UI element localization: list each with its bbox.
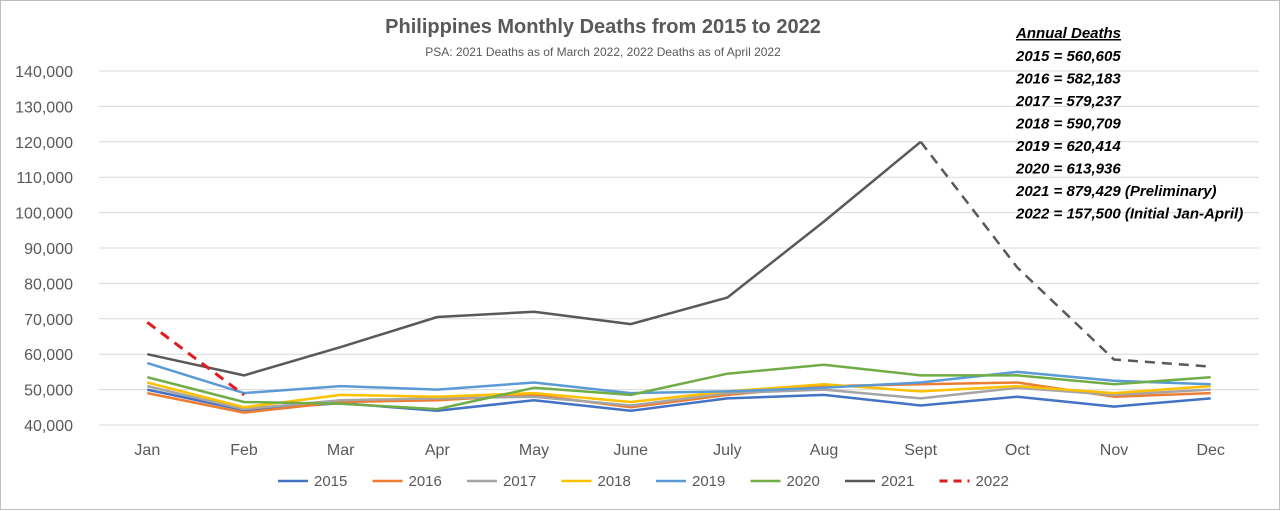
x-tick-label: July (713, 442, 741, 459)
series-2020-line (146, 363, 1211, 411)
series-2019-line (146, 361, 1211, 395)
annotation-line: 2020 = 613,936 (1015, 161, 1121, 178)
y-tick-label: 140,000 (15, 64, 73, 81)
y-tick-label: 40,000 (24, 418, 73, 435)
x-tick-label: Aug (810, 442, 838, 459)
x-tick-label: Jan (134, 442, 160, 459)
y-tick-label: 70,000 (24, 312, 73, 329)
legend-label-2018: 2018 (598, 473, 631, 490)
annotation-heading: Annual Deaths (1015, 25, 1121, 42)
annotation-line: 2019 = 620,414 (1015, 138, 1121, 155)
legend-label-2020: 2020 (787, 473, 820, 490)
annotation-line: 2017 = 579,237 (1015, 93, 1121, 110)
y-tick-label: 120,000 (15, 135, 73, 152)
series-2021-line-solid (147, 140, 922, 377)
legend-label-2017: 2017 (503, 473, 536, 490)
series-2022-line (146, 321, 245, 397)
series-lines (146, 140, 1211, 414)
y-tick-label: 90,000 (24, 241, 73, 258)
series-2017-line (147, 384, 1211, 411)
annotation-line: 2022 = 157,500 (Initial Jan-April) (1015, 206, 1243, 223)
legend-label-2021: 2021 (881, 473, 914, 490)
legend-label-2019: 2019 (692, 473, 725, 490)
x-tick-label: Mar (327, 442, 355, 459)
y-tick-label: 50,000 (24, 383, 73, 400)
x-tick-label: Feb (230, 442, 258, 459)
y-tick-label: 100,000 (15, 206, 73, 223)
x-tick-label: May (519, 442, 549, 459)
x-tick-label: Oct (1005, 442, 1030, 459)
x-tick-label: June (613, 442, 648, 459)
series-2021-line-dashed (919, 141, 1211, 368)
legend-label-2015: 2015 (314, 473, 347, 490)
y-axis-ticks: 40,000 50,000 60,000 70,000 80,000 90,000 100,… (15, 64, 73, 435)
annotation-line: 2016 = 582,183 (1015, 71, 1121, 88)
y-tick-label: 130,000 (15, 99, 73, 116)
x-tick-label: Apr (425, 442, 451, 459)
y-tick-label: 60,000 (24, 347, 73, 364)
x-axis-ticks: Jan Feb Mar Apr May June July Aug Sept Oct Nov Dec (134, 442, 1224, 459)
series-2018-line (146, 381, 1211, 409)
legend-label-2022: 2022 (976, 473, 1009, 490)
annual-deaths-annotation: Annual Deaths 2015 = 560,605 2016 = 582,1… (1015, 25, 1243, 223)
chart-subtitle: PSA: 2021 Deaths as of March 2022, 2022 … (425, 45, 781, 59)
x-tick-label: Dec (1196, 442, 1224, 459)
y-tick-label: 80,000 (24, 276, 73, 293)
x-tick-label: Nov (1100, 442, 1128, 459)
chart-title: Philippines Monthly Deaths from 2015 to … (385, 16, 821, 38)
y-tick-label: 110,000 (16, 170, 73, 187)
annotation-line: 2015 = 560,605 (1015, 48, 1121, 65)
annotation-line: 2021 = 879,429 (Preliminary) (1015, 183, 1217, 200)
legend: 2015 2016 2017 2018 2019 2020 2021 2022 (278, 473, 1009, 490)
legend-label-2016: 2016 (409, 473, 442, 490)
x-tick-label: Sept (904, 442, 937, 459)
annotation-line: 2018 = 590,709 (1015, 116, 1121, 133)
